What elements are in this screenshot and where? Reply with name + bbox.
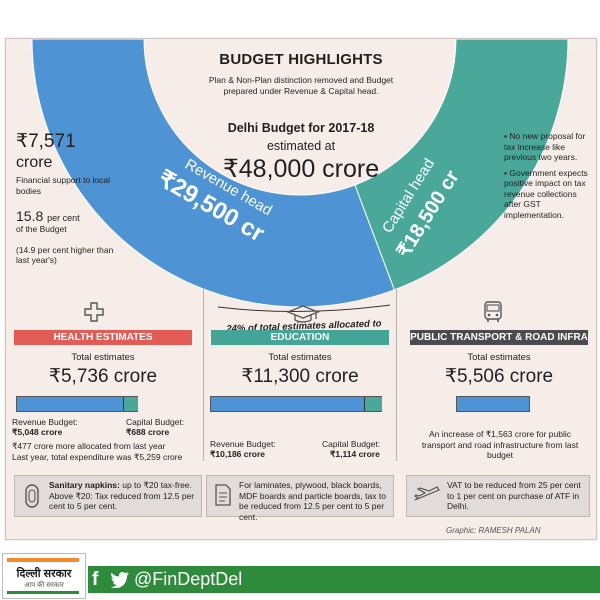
health-note-2: Last year, total expenditure was ₹5,259 … — [12, 452, 183, 462]
allocation-brace — [217, 304, 391, 313]
capital-head-segment — [354, 39, 569, 291]
graphic-credit: Graphic: RAMESH PALAN — [446, 526, 541, 535]
education-total-label: Total estimates — [268, 352, 332, 363]
twitter-handle[interactable]: @FinDeptDel — [134, 569, 243, 589]
page-title: BUDGET HIGHLIGHTS — [219, 51, 383, 68]
budget-semicircle-chart: Revenue head ₹29,500 cr Capital head ₹18… — [31, 39, 569, 335]
document-icon — [215, 484, 231, 506]
delhi-govt-logo: दिल्ली सरकार आप की सरकार — [2, 553, 86, 599]
infographic-card: BUDGET HIGHLIGHTS Plan & Non-Plan distin… — [5, 38, 597, 540]
transport-note: An increase of ₹1,563 crore for public t… — [421, 429, 579, 460]
column-divider-right — [396, 289, 397, 461]
logo-subtext: आप की सरकार — [24, 582, 64, 589]
logo-text: दिल्ली सरकार — [16, 568, 72, 580]
education-budget-bar — [210, 396, 382, 412]
budget-heading: Delhi Budget for 2017-18 — [227, 121, 375, 135]
sanitary-pad-icon — [25, 484, 39, 508]
budget-percent-desc: of the Budget — [16, 224, 67, 234]
local-bodies-amount: ₹7,571 — [16, 131, 76, 152]
bus-icon — [484, 301, 502, 322]
local-bodies-info: ₹7,571 crore Financial support to local … — [16, 131, 116, 266]
tax-bullet-1: ▪ No new proposal for tax increase like … — [504, 131, 586, 162]
tax-cut-sanitary-text: up to ₹20 tax-free. Above ₹20: Tax reduc… — [49, 480, 195, 511]
education-capital-value: ₹1,114 crore — [330, 449, 380, 459]
local-bodies-desc: Financial support to local bodies — [16, 175, 111, 196]
graduation-cap-icon — [286, 305, 320, 323]
local-bodies-unit: crore — [16, 154, 53, 171]
education-revenue-value: ₹10,186 crore — [210, 449, 266, 459]
health-banner: HEALTH ESTIMATES — [14, 330, 192, 345]
social-bar: f @FinDeptDel — [88, 566, 600, 593]
education-banner: EDUCATION — [211, 330, 389, 345]
facebook-icon[interactable]: f — [92, 569, 99, 590]
budget-estimated-at: estimated at — [266, 139, 336, 153]
revenue-head-segment — [31, 39, 396, 308]
page-subtitle: Plan & Non-Plan distinction removed and … — [208, 75, 394, 96]
twitter-icon[interactable] — [110, 571, 130, 588]
logo-stripe-saffron — [7, 558, 79, 562]
tax-cut-atf: VAT to be reduced from 25 per cent to 1 … — [406, 475, 590, 517]
tax-cut-laminates: For laminates, plywood, black boards, MD… — [206, 475, 394, 522]
tax-cut-atf-text: VAT to be reduced from 25 per cent to 1 … — [447, 480, 581, 511]
health-note-1: ₹477 crore more allocated from last year — [12, 441, 166, 451]
logo-stripe-green — [7, 591, 79, 594]
transport-budget-bar — [456, 396, 530, 412]
health-budget-bar — [16, 396, 138, 412]
health-revenue-label: Revenue Budget: — [12, 417, 78, 427]
budget-percent: 15.8 per cent — [16, 208, 80, 224]
transport-total-amount: ₹5,506 crore — [444, 366, 554, 387]
tax-cut-sanitary: Sanitary napkins: up to ₹20 tax-free. Ab… — [14, 475, 202, 517]
plus-cross-icon — [84, 302, 104, 322]
health-capital-value: ₹688 crore — [126, 427, 170, 437]
education-capital-label: Capital Budget: — [322, 439, 381, 449]
health-revenue-value: ₹5,048 crore — [12, 427, 63, 437]
health-capital-label: Capital Budget: — [126, 417, 185, 427]
health-capital-segment — [123, 397, 138, 411]
education-revenue-label: Revenue Budget: — [210, 439, 276, 449]
transport-banner: PUBLIC TRANSPORT & ROAD INFRA — [410, 330, 588, 345]
education-capital-segment — [364, 397, 382, 411]
health-total-label: Total estimates — [71, 352, 135, 363]
health-total-amount: ₹5,736 crore — [48, 366, 158, 387]
budget-total-amount: ₹48,000 crore — [222, 155, 380, 183]
tax-bullets: ▪ No new proposal for tax increase like … — [504, 131, 592, 225]
transport-total-label: Total estimates — [467, 352, 531, 363]
education-total-amount: ₹11,300 crore — [241, 366, 359, 387]
tax-cut-laminates-text: For laminates, plywood, black boards, MD… — [239, 480, 386, 522]
airplane-icon — [414, 486, 440, 501]
budget-percent-compare: (14.9 per cent higher than last year's) — [16, 244, 114, 266]
column-divider-left — [203, 289, 204, 461]
tax-bullet-2: ▪ Government expects positive impact on … — [504, 167, 588, 220]
tax-cut-sanitary-bold: Sanitary napkins: — [49, 480, 120, 490]
